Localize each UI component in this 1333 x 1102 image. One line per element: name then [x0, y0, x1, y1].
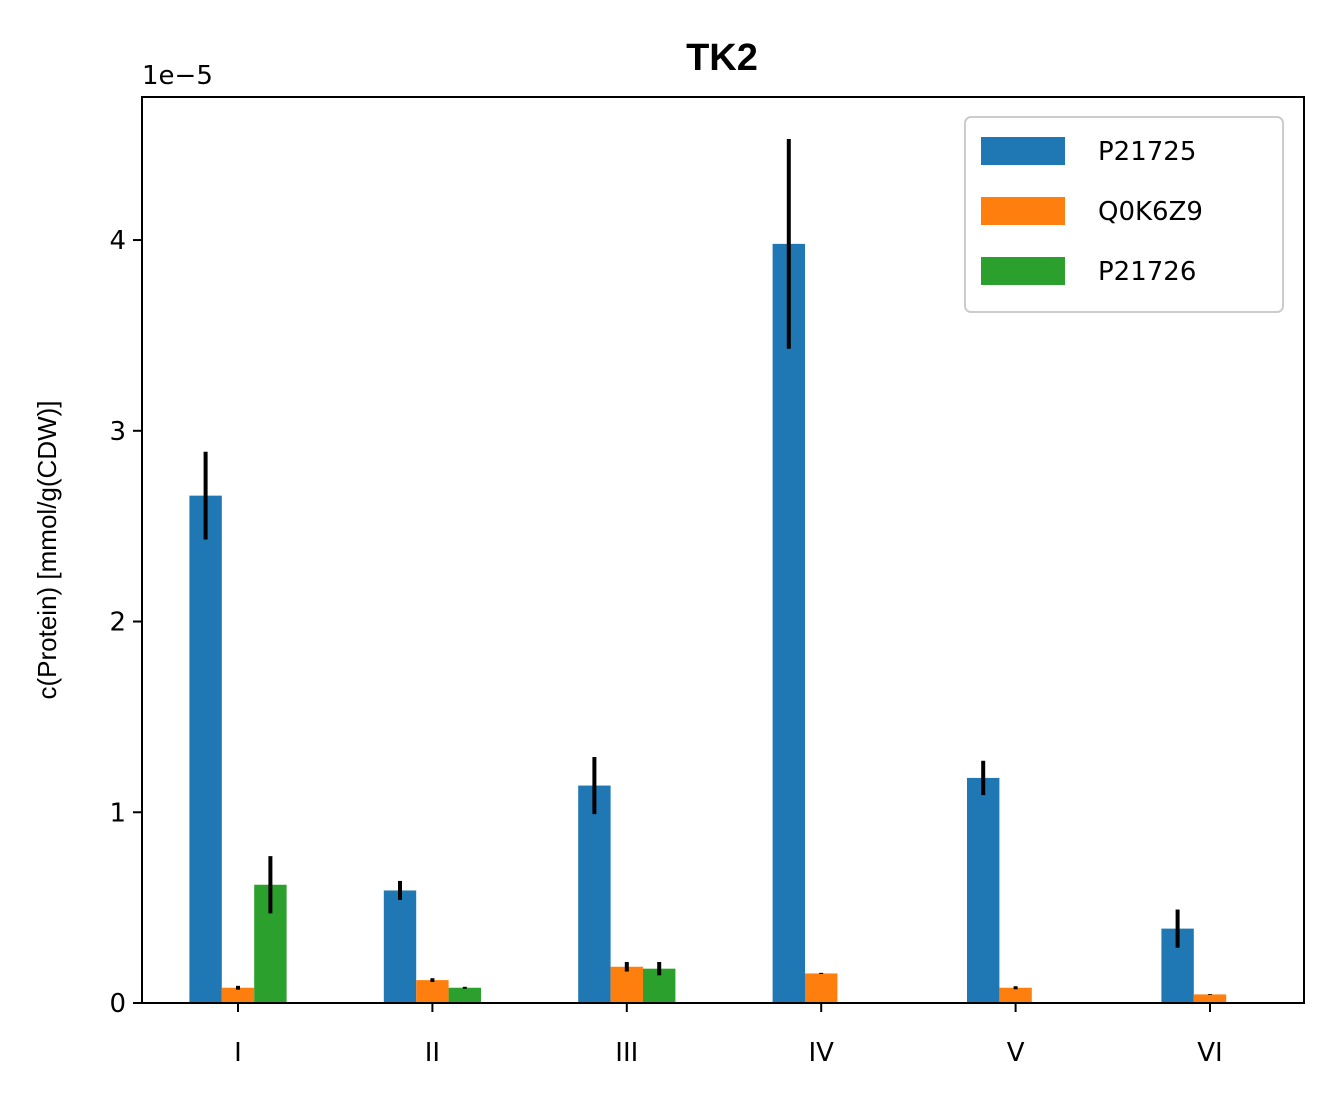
chart-title: TK2 — [686, 37, 758, 79]
x-tick-label-III: III — [615, 1038, 638, 1068]
bar-P21725-IV — [772, 243, 805, 1003]
plot-frame — [141, 96, 1305, 1004]
legend-label-P21726: P21726 — [1098, 257, 1196, 287]
bar-P21725-V — [967, 777, 1000, 1003]
x-tick-label-II: II — [425, 1038, 440, 1068]
bar-P21725-II — [383, 890, 417, 1003]
x-tick-label-V: V — [1007, 1038, 1025, 1068]
bar-Q0K6Z9-II — [416, 980, 449, 1003]
x-axis: I II III IV V VI — [234, 1003, 1223, 1068]
y-axis: 0 1 2 3 4 — [109, 226, 142, 1019]
y-tick-label: 1 — [109, 798, 126, 828]
bar-Q0K6Z9-VI — [1193, 994, 1227, 1003]
error-bars-layer — [203, 138, 1212, 995]
bar-P21725-III — [578, 785, 611, 1003]
x-tick-label-IV: IV — [808, 1038, 834, 1068]
x-tick-label-I: I — [234, 1038, 242, 1068]
bar-Q0K6Z9-V — [999, 987, 1032, 1003]
legend-swatch-P21726 — [981, 257, 1065, 285]
legend: P21725 Q0K6Z9 P21726 — [964, 116, 1284, 313]
bar-P21726-II — [448, 987, 481, 1003]
bar-P21725-I — [189, 495, 222, 1003]
y-tick-label: 0 — [109, 989, 126, 1019]
legend-label-Q0K6Z9: Q0K6Z9 — [1098, 197, 1203, 227]
bar-Q0K6Z9-I — [221, 987, 255, 1003]
y-tick-label: 4 — [109, 226, 126, 256]
bars-layer — [189, 243, 1227, 1003]
y-axis-offset-label: 1e−5 — [142, 61, 213, 91]
legend-label-P21725: P21725 — [1098, 137, 1196, 167]
bar-Q0K6Z9-IV — [805, 973, 838, 1003]
y-tick-label: 3 — [109, 417, 126, 447]
x-tick-label-VI: VI — [1197, 1038, 1222, 1068]
y-axis-label: c(Protein) [mmol/g(CDW)] — [32, 400, 62, 699]
bar-Q0K6Z9-III — [610, 966, 643, 1003]
y-tick-label: 2 — [109, 608, 126, 638]
legend-swatch-P21725 — [981, 137, 1065, 165]
legend-swatch-Q0K6Z9 — [981, 197, 1065, 225]
